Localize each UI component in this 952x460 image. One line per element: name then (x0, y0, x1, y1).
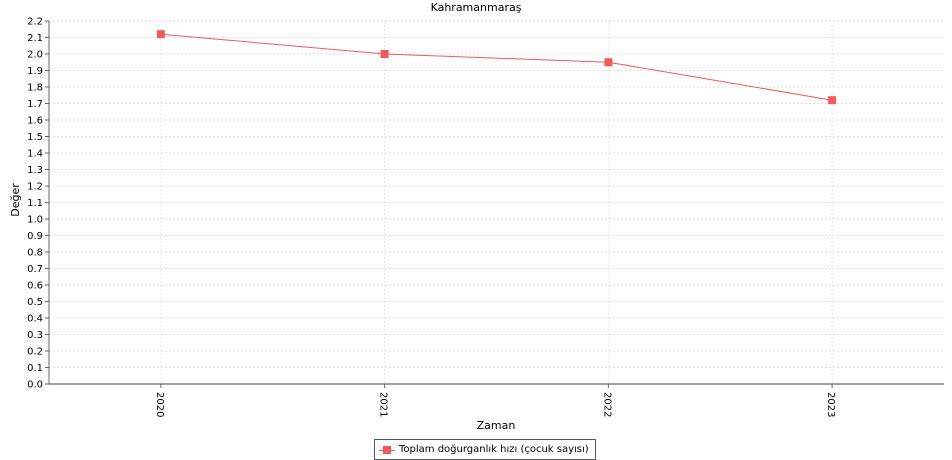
y-tick-label: 1.4 (27, 149, 43, 160)
data-point (604, 58, 613, 67)
y-tick-label: 0.8 (27, 248, 43, 259)
x-axis-label: Zaman (477, 419, 516, 432)
y-tick-label: 1.1 (27, 198, 43, 209)
y-tick-label: 1.6 (27, 116, 43, 127)
series-layer (156, 30, 837, 105)
y-tick-label: 0.9 (27, 231, 43, 242)
y-tick-label: 0.0 (27, 380, 43, 391)
gridlines (49, 20, 944, 384)
y-tick-label: 2.1 (27, 33, 43, 44)
y-axis-label: Değer (9, 183, 22, 217)
y-tick-label: 0.1 (27, 363, 43, 374)
y-tick-label: 1.9 (27, 66, 43, 77)
y-tick-label: 2.0 (27, 50, 43, 61)
y-tick-label: 0.4 (27, 314, 43, 325)
x-axis-ticks: 2020 2021 2022 2023 (154, 384, 836, 417)
y-tick-label: 1.3 (27, 165, 43, 176)
y-tick-label: 1.5 (27, 132, 43, 143)
x-tick-label: 2023 (825, 392, 836, 417)
data-point (828, 96, 837, 105)
y-tick-label: 1.8 (27, 83, 43, 94)
y-tick-label: 1.0 (27, 215, 43, 226)
legend-series-label: Toplam doğurganlık hızı (çocuk sayısı) (399, 444, 589, 455)
y-tick-label: 0.6 (27, 281, 43, 292)
x-tick-label: 2020 (154, 392, 165, 417)
series-line (160, 33, 833, 101)
legend-marker-icon (379, 445, 395, 455)
chart-title: Kahramanmaraş (431, 1, 522, 14)
y-tick-label: 1.7 (27, 99, 43, 110)
x-tick-label: 2021 (378, 392, 389, 417)
legend: Toplam doğurganlık hızı (çocuk sayısı) (374, 439, 596, 460)
data-point (380, 50, 389, 58)
data-point (156, 30, 165, 39)
y-tick-label: 0.2 (27, 347, 43, 358)
y-tick-label: 1.2 (27, 182, 43, 193)
y-tick-label: 0.5 (27, 297, 43, 308)
y-tick-label: 0.3 (27, 330, 43, 341)
y-axis-ticks: 0.0 0.1 0.2 0.3 0.4 0.5 0.6 0.7 0.8 0.9 1.0 1.1 1.2 1… (27, 17, 49, 391)
y-tick-label: 0.7 (27, 264, 43, 275)
x-tick-label: 2022 (601, 392, 612, 417)
y-tick-label: 2.2 (27, 17, 43, 28)
